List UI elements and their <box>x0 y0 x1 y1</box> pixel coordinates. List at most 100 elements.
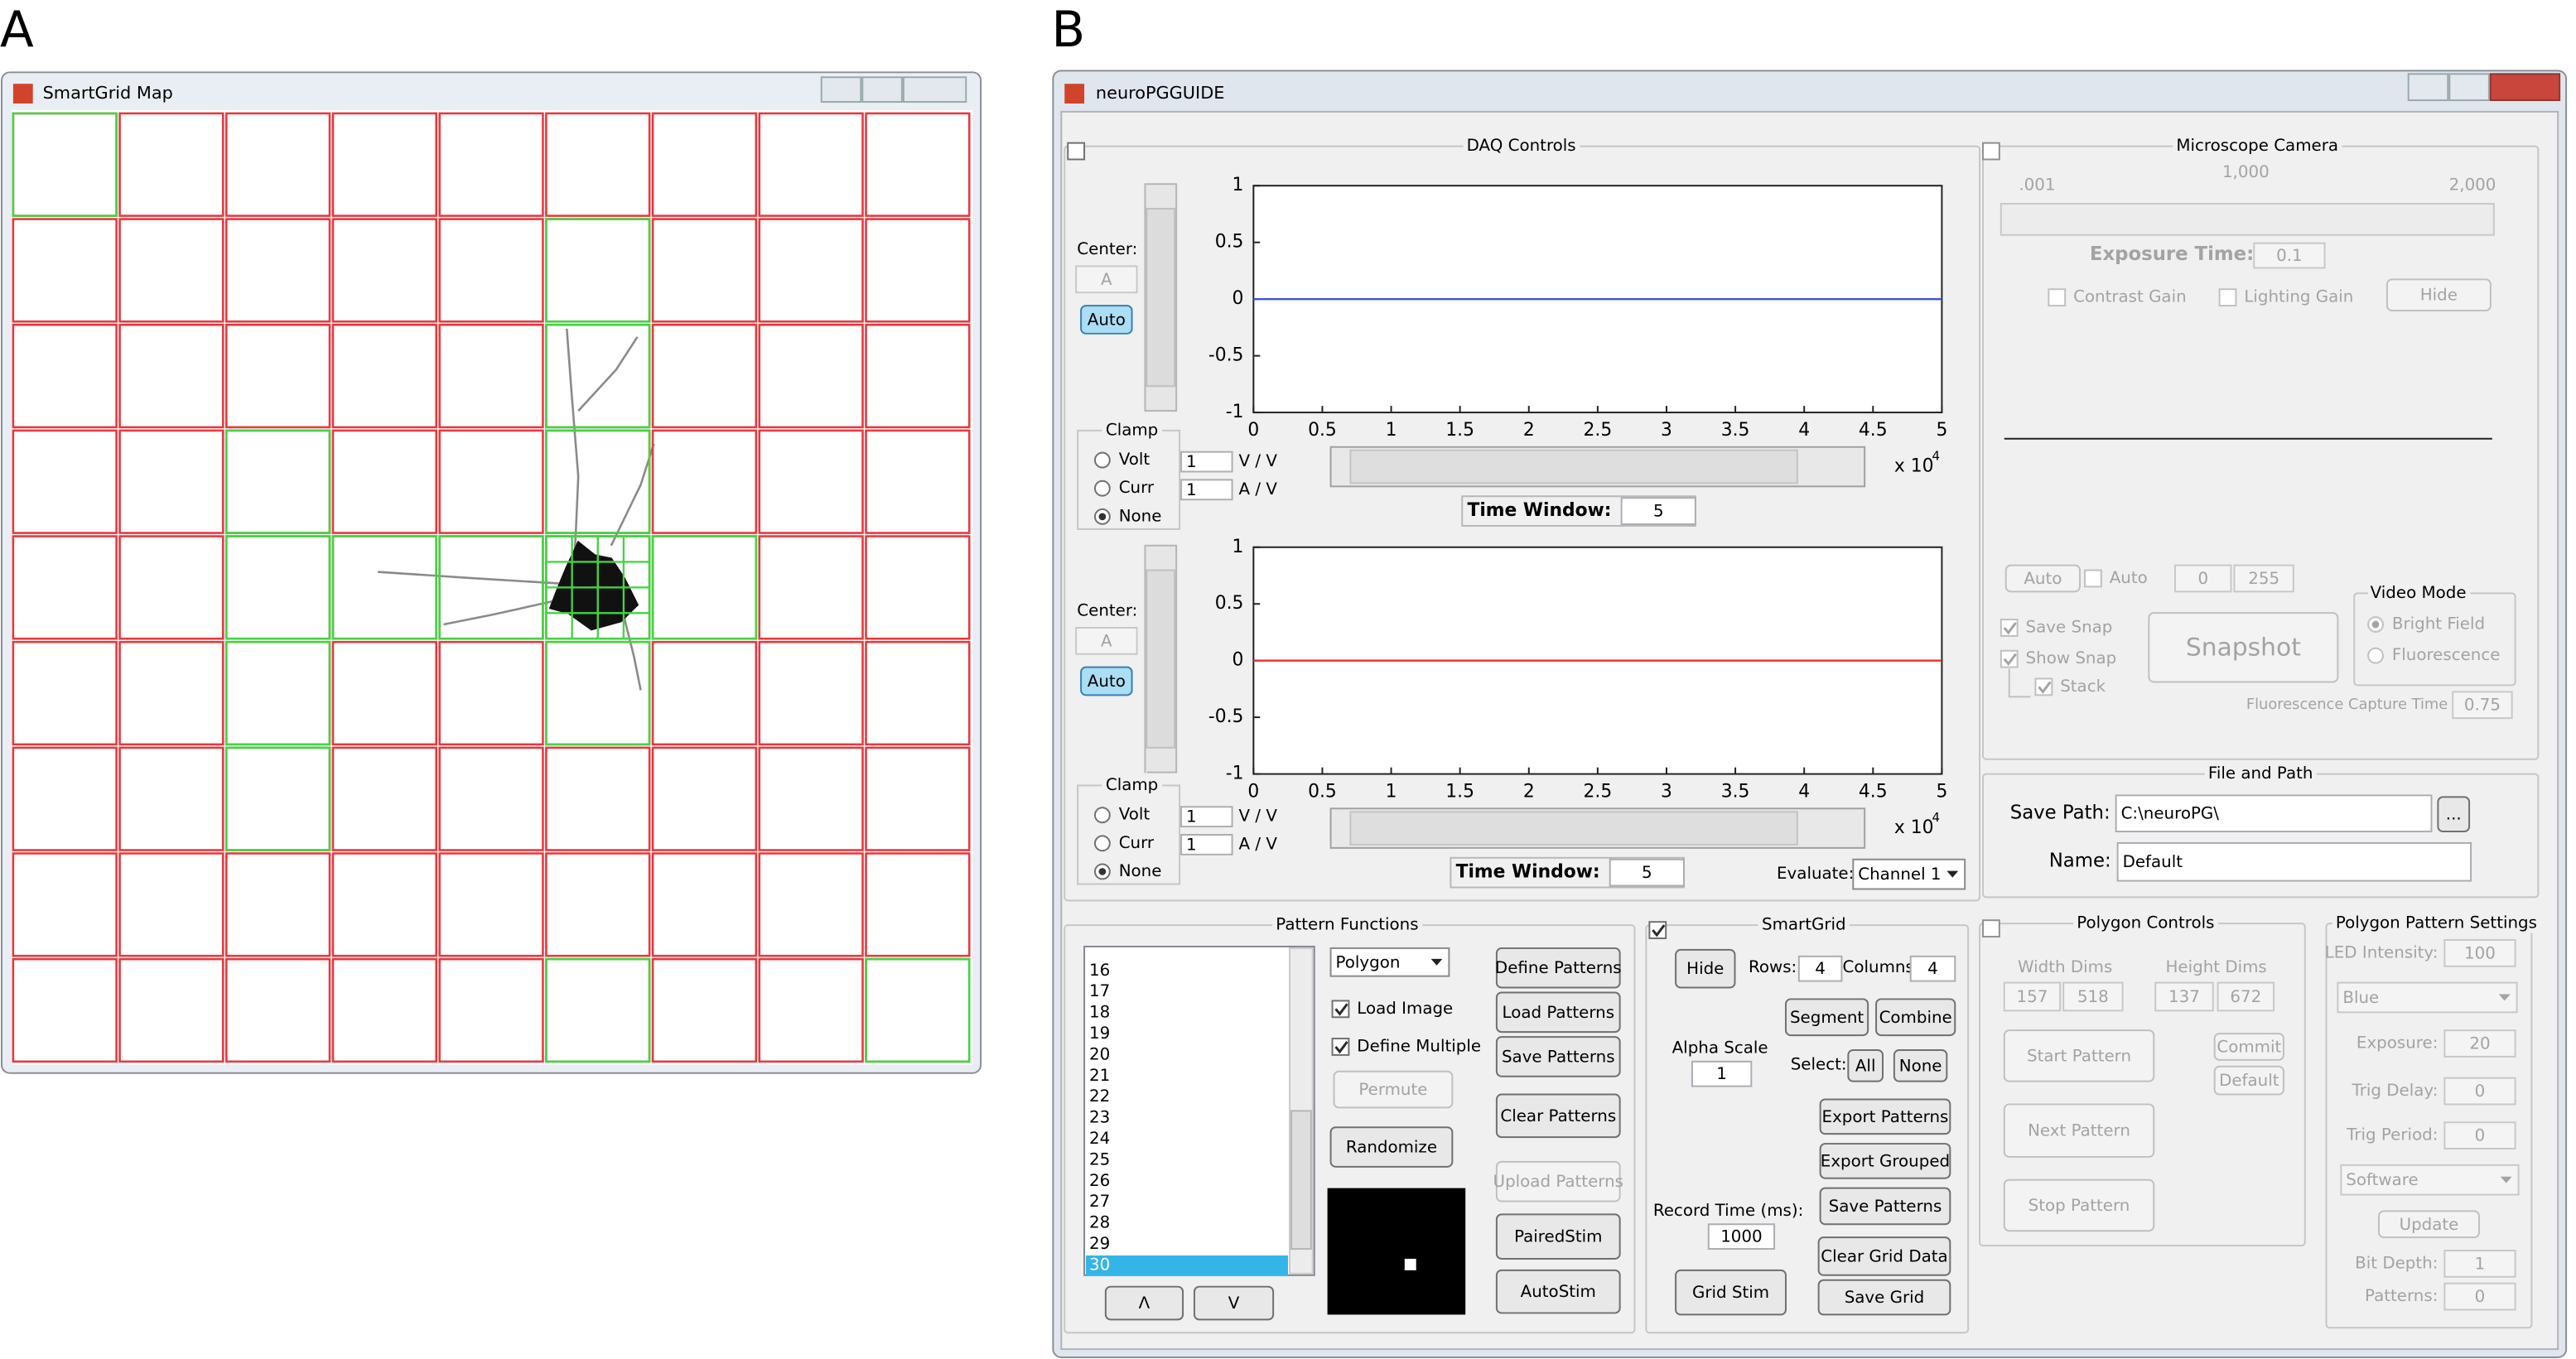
button[interactable] <box>1847 1048 1884 1082</box>
grid-cell[interactable] <box>331 112 437 217</box>
grid-cell[interactable] <box>758 323 864 429</box>
checkbox[interactable] <box>1648 921 1667 940</box>
checkbox[interactable] <box>1981 919 2000 938</box>
button[interactable] <box>1495 1213 1621 1260</box>
dropdown[interactable] <box>1329 947 1450 977</box>
grid-cell[interactable] <box>865 112 971 217</box>
grid-cell[interactable] <box>118 112 224 217</box>
button[interactable] <box>1495 1093 1621 1139</box>
grid-cell[interactable] <box>758 112 864 217</box>
button[interactable] <box>1675 1269 1787 1316</box>
maximize[interactable] <box>2448 73 2490 102</box>
grid-cell[interactable] <box>12 640 118 746</box>
edit-box[interactable] <box>1180 834 1233 855</box>
grid-cell[interactable] <box>331 746 437 851</box>
grid-cell[interactable] <box>545 852 651 957</box>
active-grid-cell[interactable] <box>651 535 758 640</box>
grid-cell[interactable] <box>224 852 331 957</box>
active-grid-cell[interactable] <box>12 112 118 217</box>
grid-cell[interactable] <box>118 640 224 746</box>
edit-box[interactable] <box>2116 841 2472 882</box>
grid-cell[interactable] <box>651 218 758 323</box>
close[interactable] <box>2489 73 2561 102</box>
dropdown[interactable] <box>1852 858 1966 890</box>
grid-cell[interactable] <box>331 218 437 323</box>
checkbox[interactable] <box>1981 142 2000 161</box>
grid-cell[interactable] <box>331 640 437 746</box>
button[interactable] <box>2437 796 2471 833</box>
grid-cell[interactable] <box>865 429 971 534</box>
button[interactable] <box>1495 947 1621 989</box>
button[interactable] <box>1329 1126 1454 1168</box>
grid-cell[interactable] <box>865 852 971 957</box>
grid-cell[interactable] <box>865 218 971 323</box>
grid-cell[interactable] <box>118 323 224 429</box>
scroll-thumb[interactable] <box>1349 811 1798 846</box>
edit-box[interactable] <box>2115 794 2433 833</box>
grid-cell[interactable] <box>438 957 544 1063</box>
edit-box[interactable] <box>1797 955 1843 982</box>
checkbox[interactable] <box>1331 1038 1350 1056</box>
grid-cell[interactable] <box>438 429 544 534</box>
button[interactable] <box>1495 1269 1621 1314</box>
grid-cell[interactable] <box>12 957 118 1063</box>
button[interactable] <box>1875 998 1956 1037</box>
button[interactable] <box>1819 1098 1951 1135</box>
scroll-thumb[interactable] <box>1349 449 1798 484</box>
grid-cell[interactable] <box>331 852 437 957</box>
grid-cell[interactable] <box>865 746 971 851</box>
grid-cell[interactable] <box>651 112 758 217</box>
grid-cell[interactable] <box>651 957 758 1063</box>
button[interactable] <box>1817 1236 1951 1276</box>
grid-cell[interactable] <box>224 957 331 1063</box>
active-grid-cell[interactable] <box>545 218 651 323</box>
scroll-thumb[interactable] <box>1146 569 1176 749</box>
button[interactable] <box>1495 1036 1621 1077</box>
grid-cell[interactable] <box>118 429 224 534</box>
grid-cell[interactable] <box>224 323 331 429</box>
grid-cell[interactable] <box>438 218 544 323</box>
radio-button[interactable] <box>1093 835 1111 852</box>
button[interactable] <box>1817 1279 1951 1316</box>
scroll-thumb[interactable] <box>1146 208 1176 388</box>
checkbox[interactable] <box>1067 142 1086 161</box>
grid-cell[interactable] <box>224 112 331 217</box>
grid-cell[interactable] <box>865 535 971 640</box>
radio-button[interactable] <box>1093 807 1111 824</box>
active-grid-cell[interactable] <box>545 429 651 534</box>
active-grid-cell[interactable] <box>331 535 437 640</box>
button[interactable] <box>1495 991 1621 1034</box>
grid-cell[interactable] <box>438 112 544 217</box>
edit-box[interactable] <box>1609 858 1685 887</box>
edit-box[interactable] <box>1180 451 1233 473</box>
grid-cell[interactable] <box>438 323 544 429</box>
grid-cell[interactable] <box>331 323 437 429</box>
grid-cell[interactable] <box>118 535 224 640</box>
edit-box[interactable] <box>1180 479 1233 501</box>
edit-box[interactable] <box>1909 955 1956 982</box>
active-grid-cell[interactable] <box>224 746 331 851</box>
grid-cell[interactable] <box>118 852 224 957</box>
button[interactable] <box>1819 1143 1951 1179</box>
list-scroll-thumb[interactable] <box>1290 1110 1312 1251</box>
grid-cell[interactable] <box>331 429 437 534</box>
grid-cell[interactable] <box>865 323 971 429</box>
button[interactable] <box>1104 1285 1184 1321</box>
grid-cell[interactable] <box>12 746 118 851</box>
grid-cell[interactable] <box>865 640 971 746</box>
button[interactable] <box>1080 666 1133 696</box>
grid-cell[interactable] <box>545 112 651 217</box>
minimize[interactable] <box>820 76 862 104</box>
grid-cell[interactable] <box>12 429 118 534</box>
grid-cell[interactable] <box>118 746 224 851</box>
sub-grid-cell[interactable] <box>622 612 651 640</box>
grid-cell[interactable] <box>758 852 864 957</box>
grid-cell[interactable] <box>758 957 864 1063</box>
radio-button[interactable] <box>1093 480 1111 497</box>
grid-cell[interactable] <box>651 429 758 534</box>
grid-cell[interactable] <box>758 746 864 851</box>
grid-cell[interactable] <box>331 957 437 1063</box>
edit-box[interactable] <box>1620 497 1696 525</box>
button[interactable] <box>1675 948 1736 989</box>
active-grid-cell[interactable] <box>224 640 331 746</box>
